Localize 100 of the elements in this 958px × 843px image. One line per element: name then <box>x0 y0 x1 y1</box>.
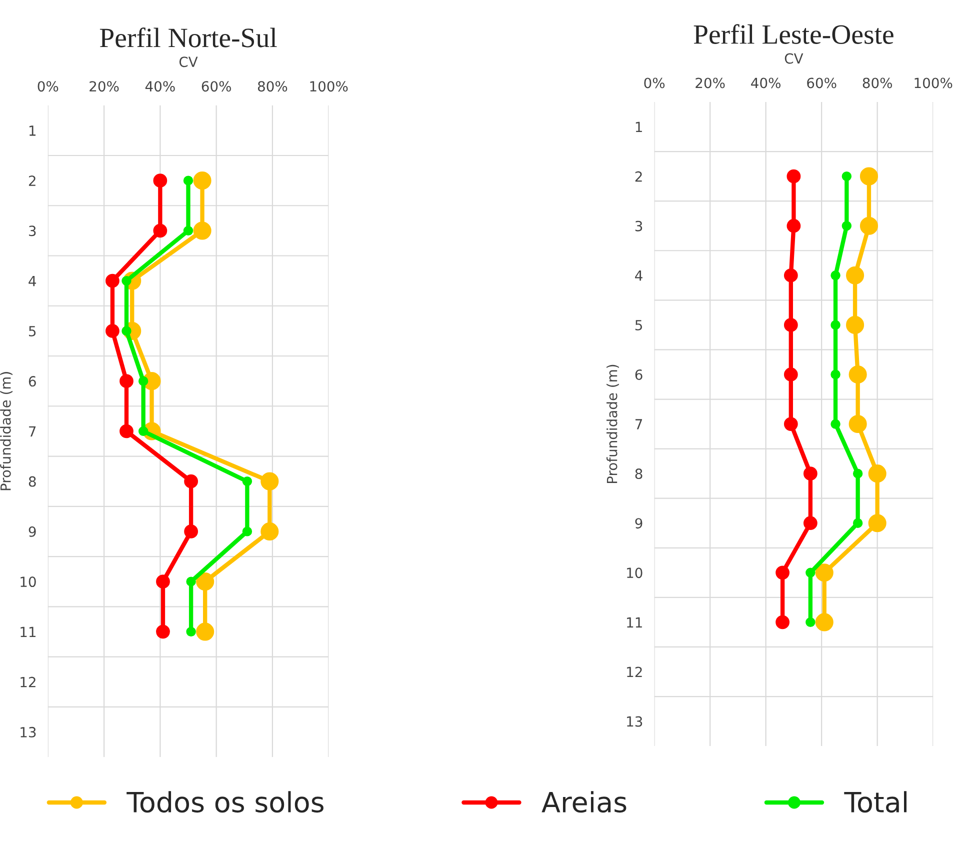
point <box>183 226 194 236</box>
y-tick-label: 3 <box>635 220 642 232</box>
point <box>860 216 878 235</box>
point <box>815 564 834 582</box>
y-tick-label: 7 <box>29 426 36 436</box>
x-axis-title: CV <box>784 53 804 64</box>
point <box>138 426 148 436</box>
x-tick-label: 100% <box>310 81 348 92</box>
x-tick-label: 40% <box>751 78 780 88</box>
y-tick-label: 3 <box>29 226 36 236</box>
point <box>848 415 867 434</box>
point <box>106 324 120 338</box>
x-tick-label: 40% <box>145 81 175 92</box>
legend-label: Total <box>844 791 906 813</box>
point <box>156 574 170 589</box>
y-tick-label: 8 <box>28 476 36 487</box>
x-tick-label: 20% <box>90 81 119 92</box>
point <box>776 615 790 630</box>
y-tick-label: 9 <box>635 518 642 529</box>
point <box>846 266 864 284</box>
point <box>786 169 801 184</box>
y-axis-title: Profundidade (m) <box>0 372 13 490</box>
point <box>842 171 852 182</box>
y-tick-label: 2 <box>635 171 642 182</box>
point <box>803 516 818 530</box>
point <box>830 419 840 429</box>
point <box>784 417 798 431</box>
point <box>153 224 168 238</box>
point <box>260 472 279 490</box>
y-tick-label: 12 <box>627 666 642 678</box>
point <box>156 624 170 639</box>
point <box>183 176 194 186</box>
point <box>120 424 134 438</box>
y-tick-label: 13 <box>20 726 36 738</box>
point <box>186 626 196 637</box>
y-axis-title: Profundidade (m) <box>606 364 619 483</box>
y-tick-label: 13 <box>627 716 642 727</box>
chart-title: Perfil Leste-Oeste <box>694 24 894 44</box>
point <box>184 524 198 538</box>
point <box>193 172 212 190</box>
point <box>815 613 834 632</box>
point <box>776 566 790 580</box>
y-tick-label: 12 <box>20 676 36 688</box>
point <box>122 326 132 336</box>
x-tick-label: 0% <box>38 81 58 92</box>
y-tick-label: 6 <box>635 369 642 380</box>
point <box>852 518 863 528</box>
point <box>786 218 801 233</box>
y-tick-label: 11 <box>20 626 36 637</box>
y-tick-label: 4 <box>28 276 36 286</box>
y-tick-label: 4 <box>635 270 642 281</box>
y-tick-label: 8 <box>635 468 642 480</box>
point <box>122 276 132 286</box>
chart-title: Perfil Norte-Sul <box>100 27 277 48</box>
point <box>138 376 148 386</box>
point <box>868 514 886 532</box>
point <box>186 576 196 586</box>
point <box>803 466 818 481</box>
point <box>106 274 120 288</box>
x-tick-label: 100% <box>914 78 952 88</box>
point <box>830 270 840 280</box>
x-tick-label: 80% <box>258 81 288 92</box>
point <box>848 365 867 384</box>
point <box>784 268 798 282</box>
y-tick-label: 5 <box>29 326 36 336</box>
y-tick-label: 9 <box>28 526 36 537</box>
y-tick-label: 2 <box>28 176 36 186</box>
point <box>852 468 863 478</box>
point <box>830 320 840 330</box>
point <box>806 617 816 628</box>
x-tick-label: 20% <box>696 78 725 88</box>
point <box>260 522 279 540</box>
legend-label: Todos os solos <box>126 791 324 813</box>
point <box>842 221 852 231</box>
y-tick-label: 5 <box>635 320 642 330</box>
y-tick-label: 6 <box>28 376 36 387</box>
point <box>120 374 134 388</box>
y-tick-label: 10 <box>20 576 36 588</box>
y-tick-label: 10 <box>627 568 642 578</box>
point <box>784 368 798 382</box>
point <box>242 526 252 536</box>
point <box>196 572 214 591</box>
point <box>153 174 168 188</box>
point <box>860 167 878 186</box>
legend-label: Areias <box>542 791 626 813</box>
point <box>784 318 798 332</box>
x-tick-label: 0% <box>644 78 665 88</box>
x-tick-label: 60% <box>202 81 231 92</box>
y-tick-label: 1 <box>29 126 36 136</box>
y-tick-label: 7 <box>636 419 642 430</box>
point <box>196 622 214 641</box>
point <box>242 476 252 486</box>
point <box>193 222 212 240</box>
point <box>846 316 864 334</box>
point <box>868 464 886 483</box>
point <box>830 370 840 380</box>
point <box>184 474 198 488</box>
y-tick-label: 1 <box>636 122 642 132</box>
y-tick-label: 11 <box>627 617 642 628</box>
x-tick-label: 80% <box>862 78 892 88</box>
